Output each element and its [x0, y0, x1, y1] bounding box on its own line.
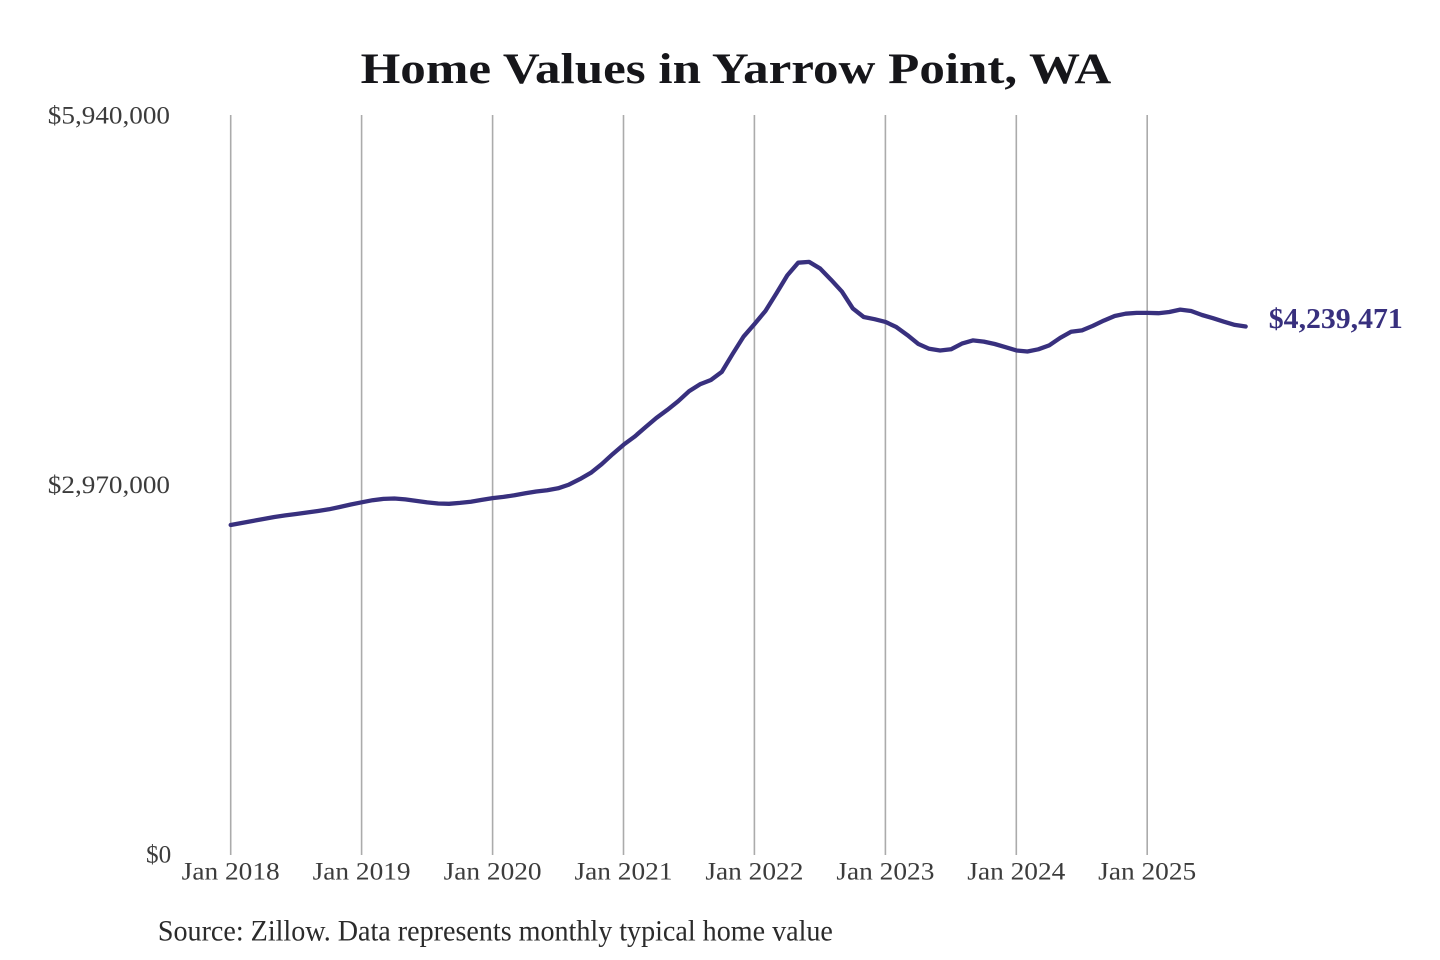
svg-text:Jan 2023: Jan 2023 [836, 859, 934, 886]
svg-text:Jan 2024: Jan 2024 [967, 859, 1066, 886]
svg-text:Jan 2018: Jan 2018 [182, 859, 280, 886]
svg-text:Home Values in Yarrow Point, W: Home Values in Yarrow Point, WA [361, 46, 1112, 93]
svg-text:Jan 2022: Jan 2022 [705, 859, 803, 886]
svg-text:Jan 2019: Jan 2019 [313, 859, 411, 886]
svg-text:Jan 2020: Jan 2020 [444, 859, 542, 886]
svg-text:Jan 2025: Jan 2025 [1098, 859, 1196, 886]
svg-text:Jan 2021: Jan 2021 [575, 859, 673, 886]
svg-text:$4,239,471: $4,239,471 [1269, 303, 1403, 335]
svg-text:$5,940,000: $5,940,000 [48, 103, 170, 130]
svg-text:$2,970,000: $2,970,000 [48, 472, 170, 499]
svg-text:Source: Zillow. Data represent: Source: Zillow. Data represents monthly … [158, 914, 833, 947]
svg-text:$0: $0 [146, 841, 171, 868]
